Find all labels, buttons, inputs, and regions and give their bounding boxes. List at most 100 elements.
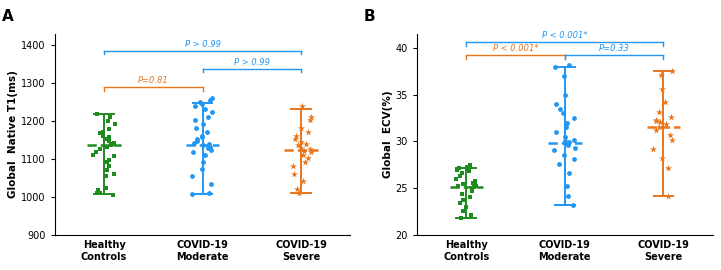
Point [302, 156, 314, 161]
Point [203, 190, 215, 195]
Point [199, 107, 211, 111]
Point [647, 147, 659, 151]
Point [452, 183, 464, 188]
Point [206, 110, 218, 114]
Point [203, 142, 215, 146]
Point [550, 130, 562, 134]
Point [456, 192, 468, 196]
Point [296, 126, 307, 130]
Point [464, 168, 475, 173]
Point [666, 137, 678, 142]
Point [666, 69, 678, 73]
Point [92, 188, 103, 193]
Point [291, 187, 303, 191]
Point [469, 179, 481, 183]
Point [187, 174, 198, 178]
Point [567, 157, 579, 161]
Point [453, 166, 464, 170]
Point [564, 171, 575, 176]
Point [192, 137, 203, 141]
Point [198, 122, 209, 126]
Point [109, 122, 120, 126]
Point [108, 141, 120, 145]
Point [105, 143, 117, 148]
Point [554, 162, 565, 166]
Point [287, 164, 298, 168]
Point [461, 205, 472, 209]
Point [194, 100, 205, 104]
Point [569, 146, 580, 150]
Point [102, 160, 113, 164]
Text: P=0.33: P=0.33 [598, 44, 629, 53]
Point [92, 190, 103, 195]
Point [205, 148, 217, 152]
Point [567, 203, 578, 207]
Point [298, 149, 310, 153]
Point [202, 146, 213, 150]
Text: P < 0.001*: P < 0.001* [542, 31, 588, 40]
Point [296, 146, 307, 150]
Point [187, 150, 199, 154]
Point [304, 147, 315, 151]
Point [97, 130, 108, 134]
Text: P < 0.001*: P < 0.001* [492, 44, 539, 53]
Point [464, 163, 476, 167]
Point [653, 109, 665, 114]
Point [656, 156, 668, 161]
Point [663, 194, 674, 198]
Point [198, 160, 209, 164]
Point [559, 141, 571, 146]
Point [554, 107, 565, 111]
Point [97, 133, 109, 138]
Point [562, 121, 573, 125]
Point [289, 137, 301, 141]
Point [300, 142, 311, 146]
Point [451, 167, 463, 172]
Point [563, 140, 575, 145]
Point [558, 74, 570, 78]
Point [99, 185, 111, 190]
Point [196, 133, 208, 138]
Point [465, 212, 477, 217]
Point [103, 127, 115, 131]
Point [562, 194, 574, 198]
Point [292, 143, 304, 148]
Point [464, 195, 475, 199]
Point [190, 126, 201, 130]
Point [205, 182, 217, 186]
Point [197, 102, 208, 106]
Text: P > 0.99: P > 0.99 [234, 58, 270, 67]
Point [562, 143, 574, 147]
Point [106, 142, 118, 146]
Point [549, 64, 560, 69]
Point [550, 102, 562, 106]
Text: B: B [364, 9, 376, 24]
Point [549, 148, 560, 152]
Point [187, 192, 198, 196]
Point [458, 209, 469, 213]
Point [100, 174, 112, 178]
Point [296, 140, 307, 144]
Point [191, 139, 203, 143]
Point [650, 128, 662, 132]
Point [663, 166, 674, 170]
Point [655, 120, 666, 124]
Point [196, 135, 208, 139]
Point [454, 174, 466, 178]
Point [560, 125, 572, 130]
Point [104, 158, 115, 162]
Point [102, 145, 113, 149]
Y-axis label: Global  ECV(%): Global ECV(%) [383, 91, 393, 178]
Point [297, 179, 309, 183]
Point [190, 118, 201, 123]
Point [107, 193, 119, 197]
Point [188, 141, 200, 145]
Point [664, 133, 676, 137]
Point [103, 135, 115, 139]
Y-axis label: Global  Native T1(ms): Global Native T1(ms) [9, 70, 18, 198]
Point [563, 62, 575, 67]
Point [296, 104, 308, 108]
Point [204, 145, 216, 149]
Point [94, 146, 105, 151]
Point [102, 168, 113, 172]
